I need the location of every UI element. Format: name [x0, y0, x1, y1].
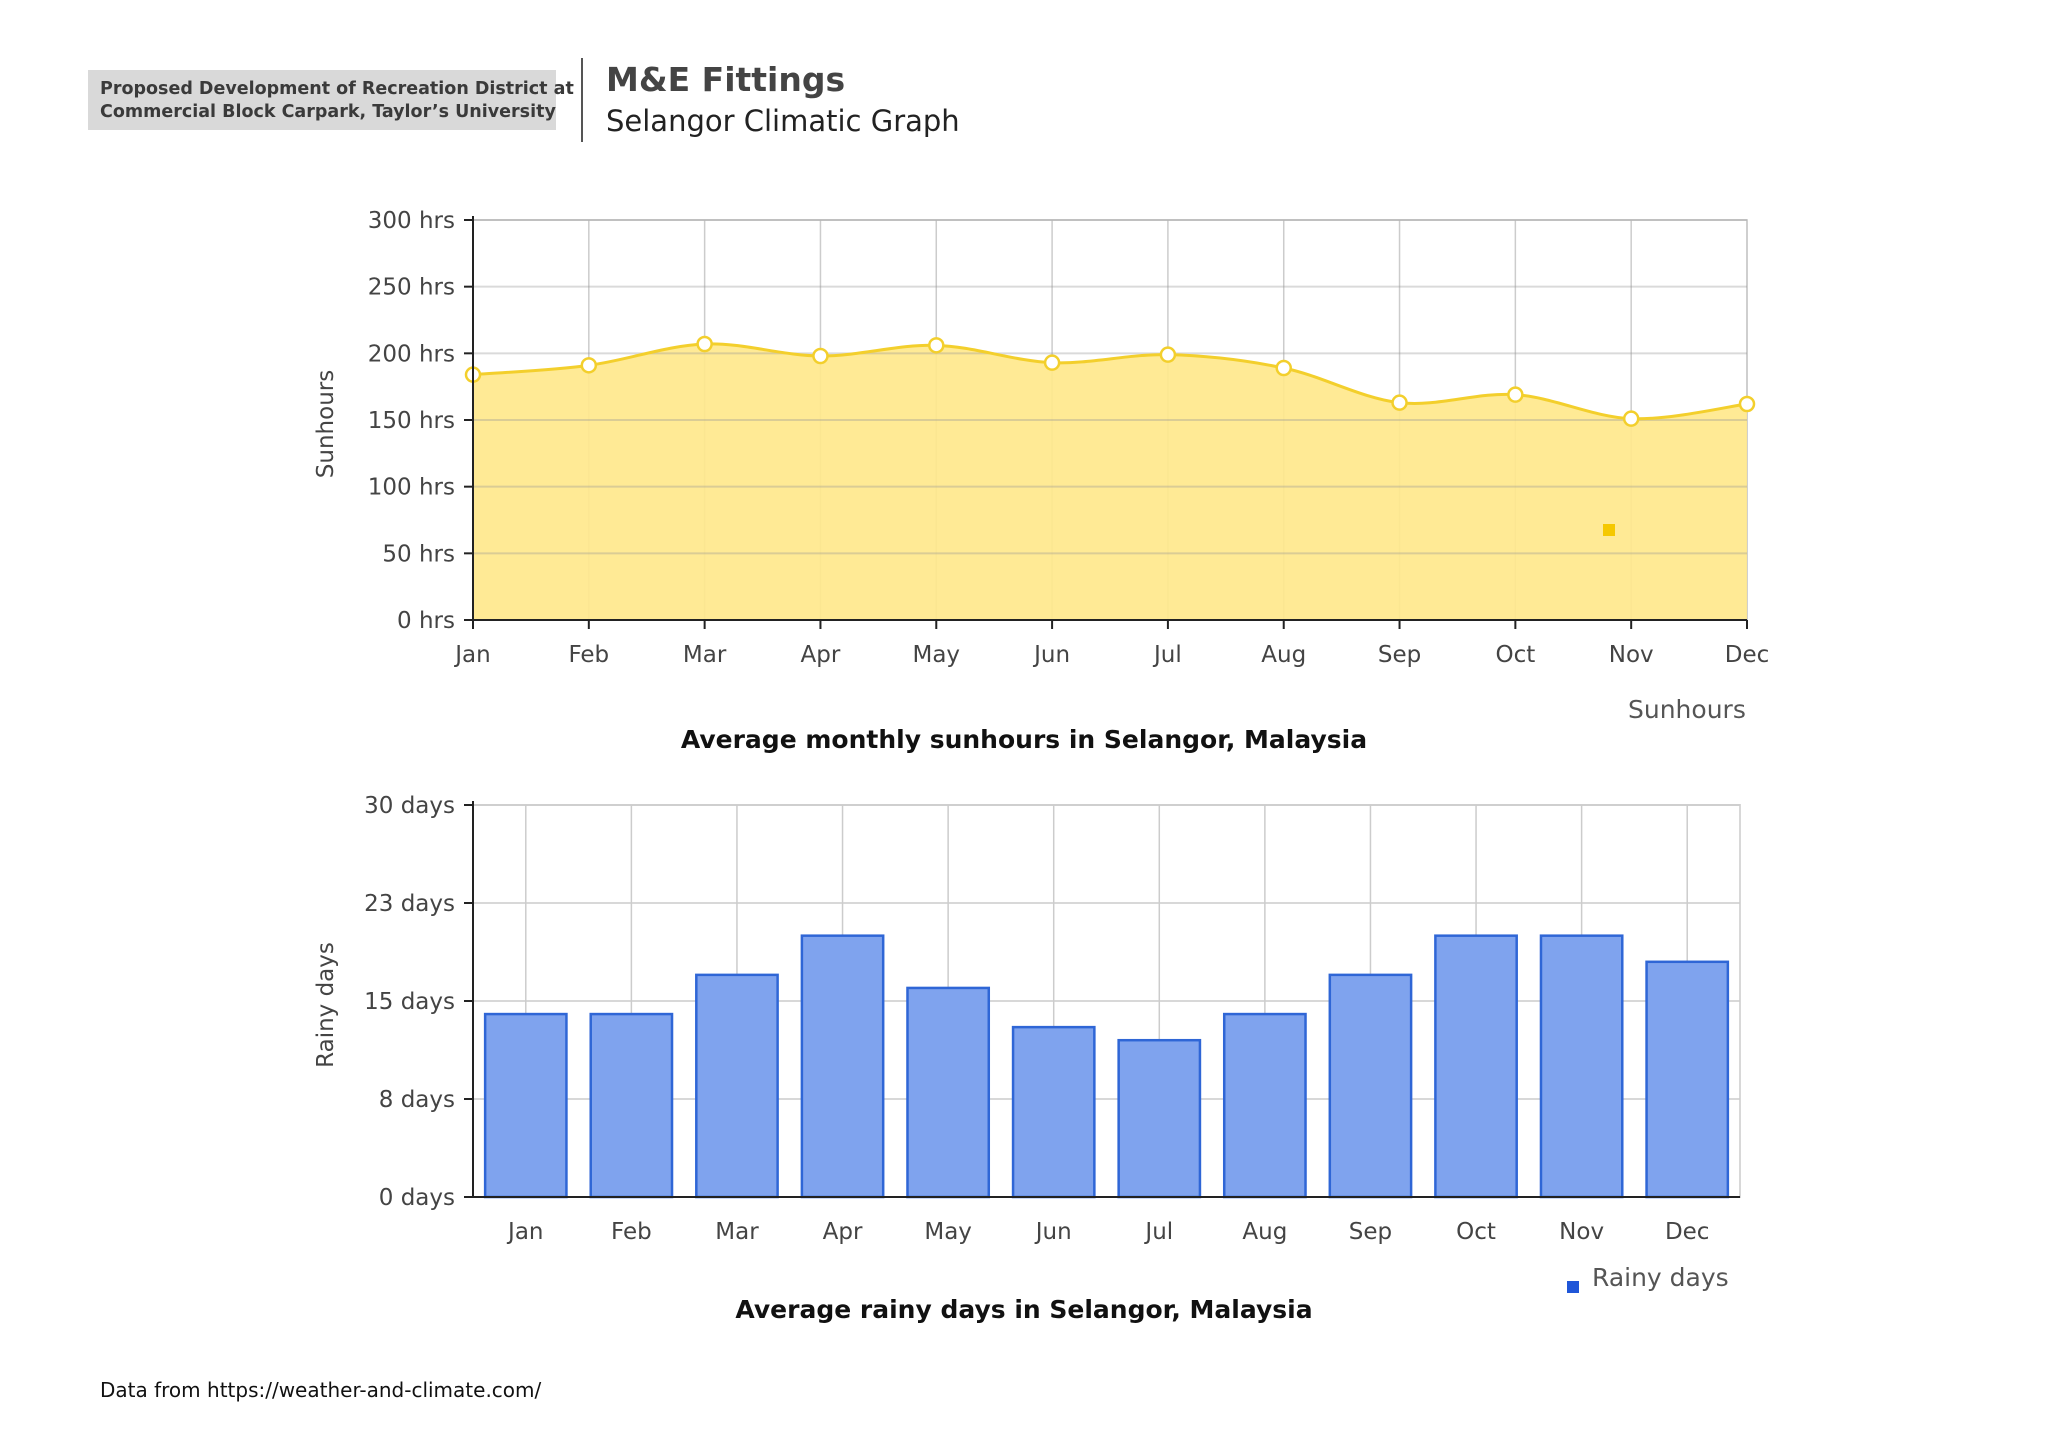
rainy-days-bar [906, 986, 991, 1199]
rainy-days-x-tick-label: Jul [1143, 1219, 1173, 1245]
rainy-days-y-tick-label: 15 days [364, 989, 455, 1015]
sunhours-x-tick-label: Jul [1152, 642, 1182, 668]
rainy-days-bar [800, 934, 885, 1199]
rainy-days-x-tick-label: Aug [1242, 1219, 1287, 1245]
sunhours-data-point [1622, 410, 1640, 427]
sunhours-legend-label: Sunhours [1628, 695, 1746, 720]
sunhours-y-tick-label: 250 hrs [368, 275, 455, 301]
sunhours-chart-title: Average monthly sunhours in Selangor, Ma… [680, 725, 1368, 754]
project-name-line-2: Commercial Block Carpark, Taylor’s Unive… [100, 102, 556, 122]
rainy-days-x-tick-label: Mar [715, 1219, 759, 1245]
sunhours-chart-svg: 0 hrs 50 hrs 100 hrs 150 hrs 200 hrs 250 hrs 3… [313, 208, 1770, 720]
rainy-days-bar [1434, 934, 1518, 1199]
rainy-days-y-tick-label: 30 days [364, 793, 455, 819]
sunhours-y-tick-label: 0 hrs [397, 608, 455, 634]
sunhours-data-point [1275, 359, 1292, 377]
rainy-days-x-tick-label: Dec [1665, 1219, 1710, 1245]
rainy-days-bar [1222, 1012, 1307, 1199]
sunhours-legend-swatch [1603, 524, 1615, 536]
rainy-days-chart: 0 days 8 days 15 days 23 days 30 days Jan Feb M… [0, 775, 2048, 1355]
document-subtitle: Selangor Climatic Graph [606, 104, 960, 138]
project-name-line-1: Proposed Development of Recreation Distr… [100, 79, 574, 99]
rainy-days-x-tick-label: Oct [1456, 1219, 1496, 1245]
rainy-days-bar [1011, 1025, 1096, 1199]
data-source-note: Data from https://weather-and-climate.co… [100, 1378, 542, 1402]
sunhours-data-point [1391, 394, 1408, 411]
sunhours-data-point [696, 335, 713, 353]
sunhours-x-tick-label: Mar [683, 642, 727, 668]
sunhours-x-tick-label: Jun [1032, 642, 1070, 668]
rainy-days-bar [1328, 973, 1413, 1199]
sunhours-x-tick-label: Apr [801, 642, 841, 668]
sunhours-x-tick-label: Nov [1609, 642, 1654, 668]
rainy-days-bar [483, 1012, 568, 1199]
rainy-days-chart-svg: 0 days 8 days 15 days 23 days 30 days Jan Feb M… [313, 793, 1741, 1293]
sunhours-y-tick-label: 100 hrs [368, 475, 455, 501]
rainy-days-legend-label: Rainy days [1592, 1263, 1729, 1292]
sunhours-y-tick-label: 200 hrs [368, 341, 455, 367]
sunhours-y-axis-label: Sunhours [313, 370, 339, 478]
sunhours-x-tick-label: Oct [1495, 642, 1535, 668]
rainy-days-bar [1117, 1038, 1202, 1199]
project-name-box: Proposed Development of Recreation Distr… [88, 70, 574, 130]
header-divider [581, 58, 583, 142]
sunhours-data-point [1738, 395, 1756, 413]
rainy-days-bar [589, 1012, 674, 1199]
sunhours-x-tick-label: Dec [1725, 642, 1770, 668]
sunhours-y-tick-label: 150 hrs [368, 408, 455, 434]
rainy-days-x-tick-label: Feb [611, 1219, 652, 1245]
rainy-days-x-tick-label: Jun [1034, 1219, 1072, 1245]
sunhours-x-tick-label: Jan [453, 642, 490, 668]
rainy-days-x-tick-label: Sep [1349, 1219, 1392, 1245]
sunhours-data-point [580, 357, 598, 374]
rainy-days-chart-title: Average rainy days in Selangor, Malaysia [735, 1295, 1313, 1324]
sunhours-data-point [1159, 346, 1177, 363]
rainy-days-y-tick-label: 0 days [379, 1185, 455, 1211]
rainy-days-bar [1539, 934, 1624, 1199]
sunhours-x-tick-label: Feb [568, 642, 609, 668]
sunhours-x-tick-label: Aug [1261, 642, 1306, 668]
rainy-days-bar [1645, 960, 1730, 1199]
sunhours-x-tick-label: Sep [1378, 642, 1421, 668]
sunhours-data-point [928, 337, 945, 354]
rainy-days-y-tick-label: 23 days [364, 891, 455, 917]
sunhours-chart: 0 hrs 50 hrs 100 hrs 150 hrs 200 hrs 250 hrs 3… [0, 190, 2048, 770]
rainy-days-x-tick-label: Nov [1559, 1219, 1604, 1245]
rainy-days-bar [695, 973, 779, 1199]
document-title: M&E Fittings [606, 60, 846, 99]
rainy-days-y-axis-label: Rainy days [313, 942, 339, 1068]
sunhours-y-tick-label: 50 hrs [382, 541, 455, 567]
rainy-days-x-tick-label: Apr [823, 1219, 863, 1245]
rainy-days-legend-swatch [1567, 1281, 1579, 1293]
sunhours-y-tick-label: 300 hrs [368, 208, 455, 234]
rainy-days-y-tick-label: 8 days [379, 1087, 455, 1113]
rainy-days-x-tick-label: Jan [506, 1219, 543, 1245]
sunhours-x-tick-label: May [912, 642, 960, 668]
sunhours-data-point [1507, 386, 1524, 403]
sunhours-data-point [1043, 354, 1061, 371]
sunhours-area [473, 343, 1747, 620]
rainy-days-x-tick-label: May [924, 1219, 972, 1245]
sunhours-data-point [812, 347, 829, 365]
sunhours-line [472, 342, 1748, 421]
